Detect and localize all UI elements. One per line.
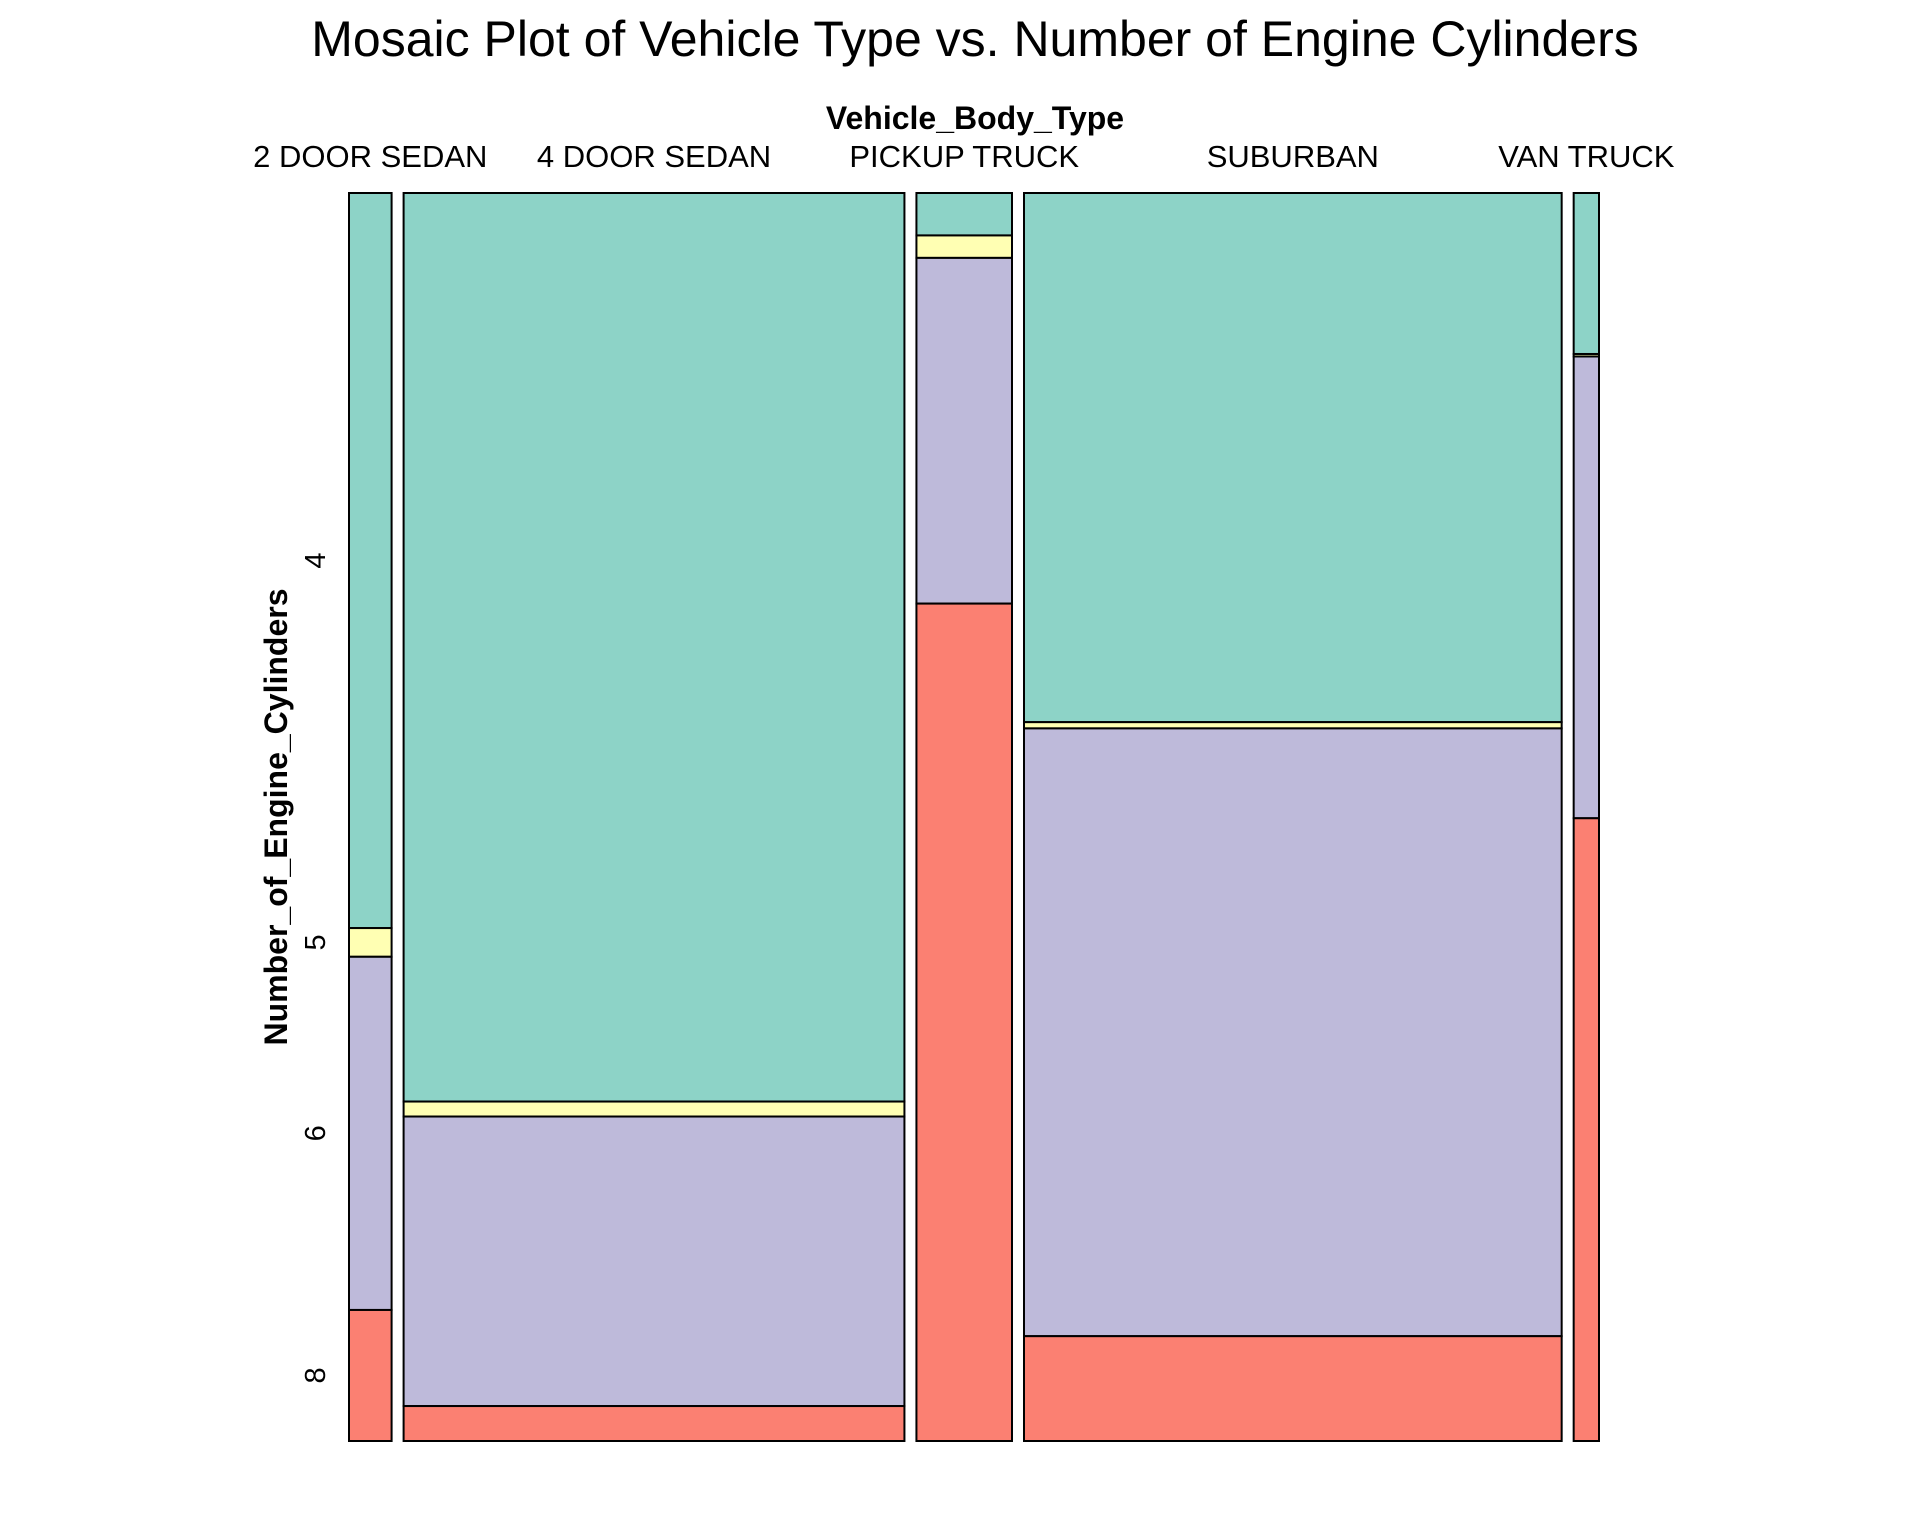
- tile-2-door-sedan-cyl-5: [348, 927, 393, 958]
- tile-pickup-truck-cyl-5: [915, 234, 1013, 259]
- category-labels: 2 DOOR SEDAN 4 DOOR SEDAN PICKUP TRUCK SUBU…: [253, 139, 1675, 174]
- category-label-pickup-truck: PICKUP TRUCK: [849, 139, 1079, 174]
- y-axis-title: Number_of_Engine_Cylinders: [258, 589, 294, 1046]
- tile-suburban-cyl-6: [1022, 727, 1563, 1338]
- category-label-2-door-sedan: 2 DOOR SEDAN: [253, 139, 487, 174]
- tile-4-door-sedan-cyl-5: [402, 1100, 906, 1118]
- level-label-8: 8: [300, 1367, 332, 1383]
- tile-van-truck-cyl-4: [1572, 192, 1601, 355]
- tile-4-door-sedan-cyl-8: [402, 1405, 906, 1443]
- tile-2-door-sedan-cyl-4: [348, 192, 393, 930]
- x-axis-title: Vehicle_Body_Type: [826, 100, 1124, 136]
- tile-pickup-truck-cyl-8: [915, 602, 1013, 1442]
- tile-suburban-cyl-4: [1022, 192, 1563, 724]
- level-label-6: 6: [300, 1125, 332, 1141]
- level-label-5: 5: [300, 934, 332, 950]
- level-labels: 4 5 6 8: [300, 552, 332, 1383]
- tile-2-door-sedan-cyl-8: [348, 1308, 393, 1442]
- tile-pickup-truck-cyl-4: [915, 192, 1013, 237]
- tile-van-truck-cyl-8: [1572, 817, 1601, 1442]
- category-label-4-door-sedan: 4 DOOR SEDAN: [537, 139, 771, 174]
- tile-4-door-sedan-cyl-6: [402, 1115, 906, 1408]
- level-label-4: 4: [300, 552, 332, 568]
- category-label-van-truck: VAN TRUCK: [1498, 139, 1675, 174]
- mosaic-tiles: [348, 192, 1601, 1443]
- tile-suburban-cyl-8: [1022, 1335, 1563, 1442]
- chart-title: Mosaic Plot of Vehicle Type vs. Number o…: [311, 11, 1639, 67]
- tile-van-truck-cyl-6: [1572, 355, 1601, 820]
- tile-pickup-truck-cyl-6: [915, 256, 1013, 605]
- category-label-suburban: SUBURBAN: [1207, 139, 1379, 174]
- tile-4-door-sedan-cyl-4: [402, 192, 906, 1103]
- tile-2-door-sedan-cyl-6: [348, 955, 393, 1311]
